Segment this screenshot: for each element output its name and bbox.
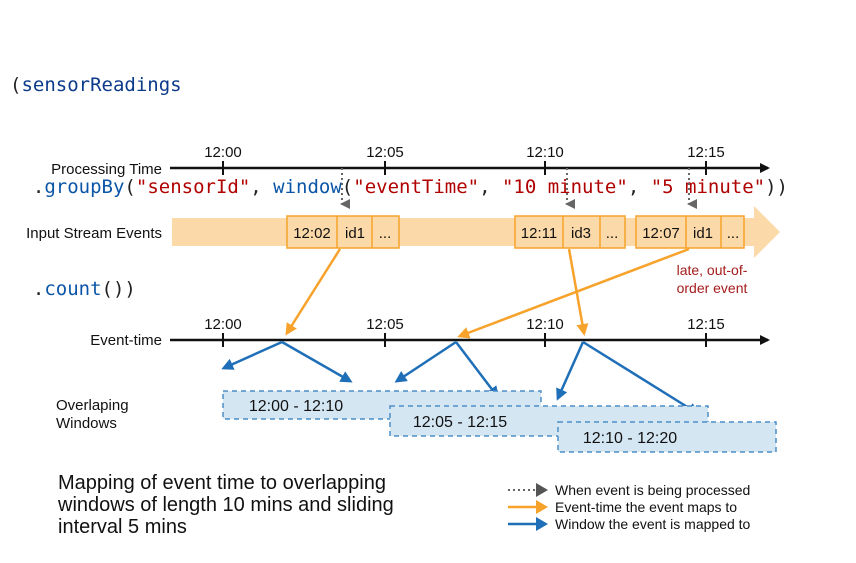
code-line-3: .count()) [10,272,788,306]
event-more: ... [379,225,392,242]
event-id: id3 [571,225,591,242]
code-block: (sensorReadings .groupBy("sensorId", win… [10,0,788,374]
event-time-label: Event-time [90,332,162,349]
window-arrow [582,340,700,415]
code-dot: . [32,278,45,300]
legend-maps-to-arrowhead-icon [536,500,548,514]
event-box-frame [286,215,400,249]
event-box-frame [514,215,626,249]
code-fn-groupby: groupBy [44,176,125,198]
processing-tick-label: 12:00 [204,144,242,161]
window-arrow [556,341,585,401]
processing-time-label: Processing Time [51,161,162,178]
window-label: 12:00 - 12:10 [249,398,343,415]
event-tick-label: 12:00 [204,316,242,333]
window-box [557,421,777,453]
code-comma: , [479,176,502,198]
late-note-line-2: order event [677,280,748,296]
late-note-line-1: late, out-of- [677,262,748,278]
processing-tick-label: 12:15 [687,144,725,161]
event-tick-label: 12:15 [687,316,725,333]
window-label: 12:10 - 12:20 [583,430,677,447]
code-string: "10 minute" [501,176,628,198]
code-fn-window: window [273,176,342,198]
window-arrow [221,340,283,370]
input-stream-label: Input Stream Events [26,225,162,242]
code-string: "5 minute" [650,176,766,198]
window-arrow [455,341,499,399]
overlapping-label-1: Overlaping [56,397,129,414]
code-comma: , [627,176,651,198]
event-time: 12:11 [521,225,557,242]
code-paren: ( [124,176,136,198]
code-line-2: .groupBy("sensorId", window("eventTime",… [10,170,788,204]
code-paren: ()) [101,278,136,300]
legend-window-text: Window the event is mapped to [555,516,751,532]
maps-to-arrow [457,247,690,339]
legend-window-arrowhead-icon [536,517,548,531]
legend-maps-to-text: Event-time the event maps to [555,499,737,515]
figure-caption: Mapping of event time to overlapping win… [58,472,394,538]
code-fn-count: count [44,278,102,300]
event-time: 12:02 [293,225,331,242]
event-tick-label: 12:10 [526,316,564,333]
processing-tick-label: 12:10 [526,144,564,161]
processing-tick-label: 12:05 [366,144,404,161]
window-label: 12:05 - 12:15 [413,414,507,431]
code-comma: , [250,176,274,198]
code-dot: . [32,176,45,198]
event-box: 12:02 id1 ... [286,215,400,249]
maps-to-arrow [285,248,342,336]
event-box-frame [635,215,745,249]
event-box: 12:11 id3 ... [514,215,626,249]
event-box: 12:07 id1 ... [635,215,745,249]
code-paren: ( [341,176,354,198]
code-string: "eventTime" [353,176,480,198]
event-more: ... [606,225,619,242]
legend-processed-arrowhead-icon [536,483,548,497]
event-tick-label: 12:05 [366,316,404,333]
event-more: ... [727,225,740,242]
window-arrow [281,340,353,383]
code-paren: ( [10,74,22,96]
event-time: 12:07 [642,225,680,242]
code-identifier: sensorReadings [21,74,182,96]
overlapping-label-2: Windows [56,415,117,432]
window-arrow [394,340,457,383]
code-paren: )) [765,176,788,198]
legend-processed-text: When event is being processed [555,482,750,498]
code-line-1: (sensorReadings [10,68,788,102]
code-string: "sensorId" [135,176,251,198]
event-id: id1 [345,225,365,242]
event-id: id1 [693,225,713,242]
